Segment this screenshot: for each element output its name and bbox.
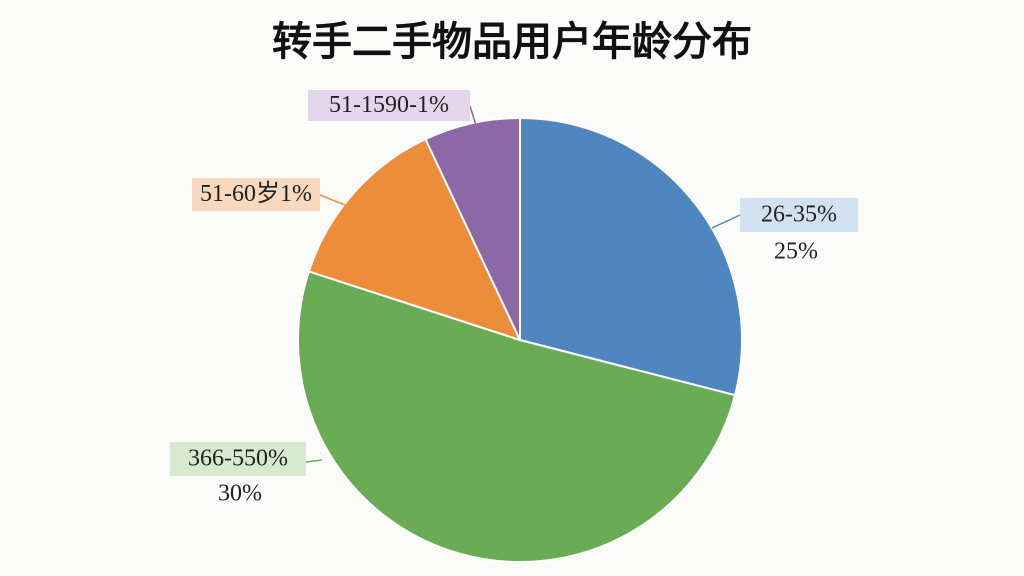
slice-label: 51-1590-1%: [329, 92, 449, 118]
pie-slice: [519, 116, 743, 397]
label-box: [740, 198, 858, 232]
slice-label: 51-60岁1%: [200, 180, 312, 207]
pie-slice: [424, 116, 521, 341]
label-box: [192, 178, 320, 211]
slice-label: 366-550%: [188, 446, 288, 472]
label-box: [308, 90, 470, 121]
label-box: [170, 442, 306, 476]
leader-line: [305, 459, 323, 463]
leader-line: [319, 194, 346, 206]
slice-label: 26-35%: [761, 202, 837, 228]
chart-title: 转手二手物品用户年龄分布: [272, 19, 752, 65]
slice-sublabel: 25%: [774, 239, 818, 265]
slice-sublabel: 30%: [218, 481, 262, 507]
leader-line: [469, 105, 479, 133]
pie-slice: [297, 270, 737, 563]
pie-slice: [307, 137, 522, 342]
leader-line: [711, 214, 741, 229]
